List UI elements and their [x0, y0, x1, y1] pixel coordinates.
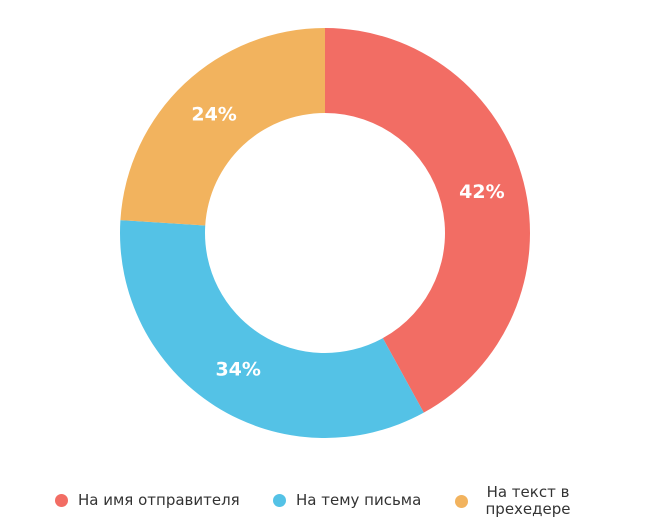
legend-marker — [273, 494, 286, 507]
legend-label: На имя отправителя — [78, 491, 240, 509]
chart: 42% 34% 24% — [120, 28, 530, 438]
legend-item: На имя отправителя — [55, 492, 240, 509]
legend-marker — [455, 494, 468, 508]
donut-slice — [120, 28, 326, 226]
legend-item: На текст в прехедере — [455, 484, 578, 518]
donut-slice — [120, 220, 424, 438]
legend: На имя отправителя На тему письма На текст… — [0, 484, 657, 524]
legend-label: На текст в прехедере — [485, 483, 571, 518]
legend-marker — [55, 494, 68, 507]
legend-label: На тему письма — [296, 491, 422, 509]
value-label: 42% — [459, 181, 504, 203]
donut-slice — [325, 28, 530, 413]
value-label: 24% — [191, 103, 236, 125]
legend-item: На тему письма — [273, 492, 421, 509]
value-label: 34% — [215, 358, 260, 380]
